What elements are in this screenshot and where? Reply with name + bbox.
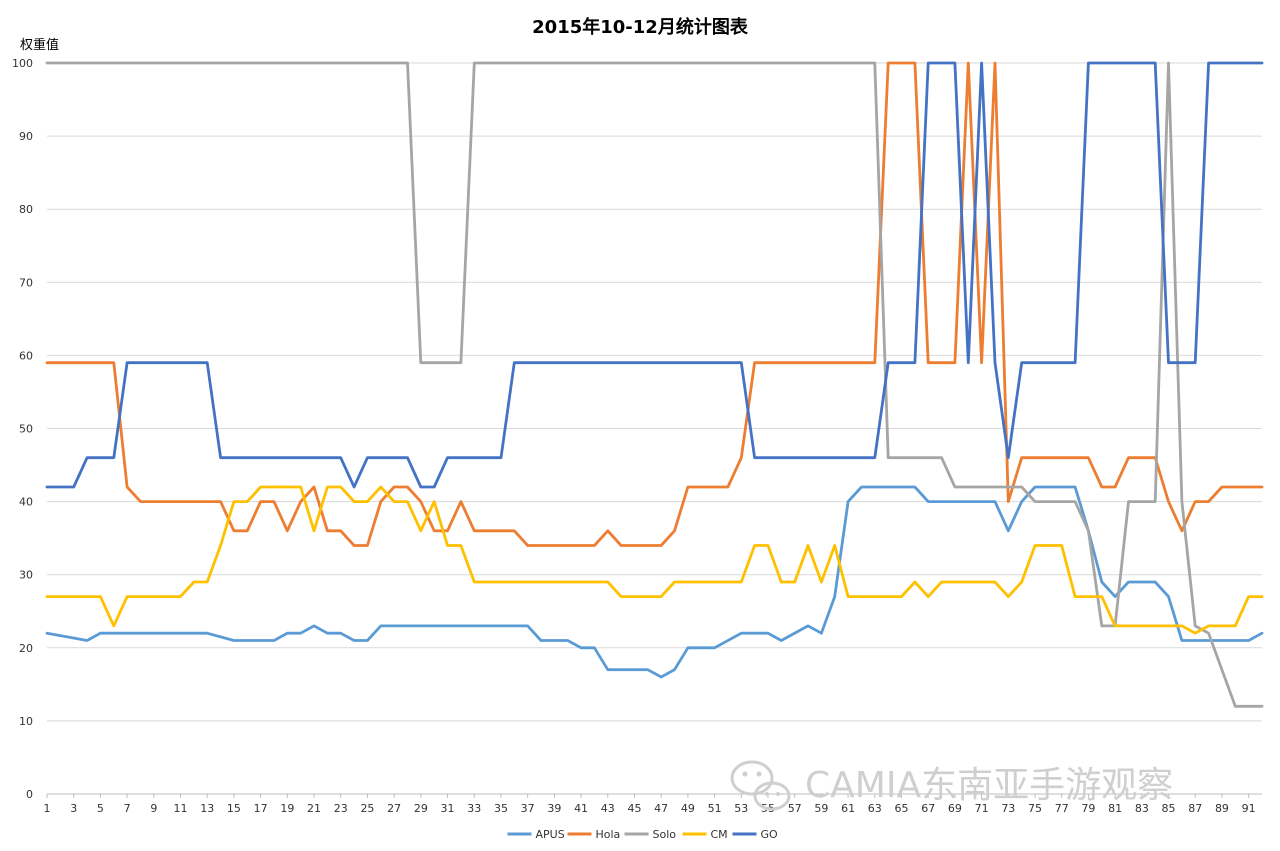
series-line-cm — [45, 485, 1264, 635]
x-tick-label: 27 — [387, 802, 401, 815]
x-tick-label: 23 — [334, 802, 348, 815]
x-tick-label: 1 — [44, 802, 51, 815]
x-tick-label: 53 — [734, 802, 748, 815]
x-tick-label: 61 — [841, 802, 855, 815]
x-tick-label: 63 — [868, 802, 882, 815]
x-tick-label: 15 — [227, 802, 241, 815]
x-tick-label: 45 — [627, 802, 641, 815]
y-axis-label: 权重值 — [20, 37, 59, 53]
x-tick-label: 19 — [280, 802, 294, 815]
x-tick-label: 3 — [70, 802, 77, 815]
y-tick-label: 70 — [19, 276, 33, 289]
x-tick-label: 7 — [124, 802, 131, 815]
legend-label-apus: APUS — [536, 828, 565, 841]
legend-label-solo: Solo — [653, 828, 677, 841]
x-tick-label: 89 — [1215, 802, 1229, 815]
legend: APUS Hola Solo CM GO — [507, 828, 779, 841]
chart-title: 2015年10-12月统计图表 — [532, 16, 749, 38]
x-tick-label: 33 — [467, 802, 481, 815]
x-tick-label: 69 — [948, 802, 962, 815]
x-tick-label: 13 — [200, 802, 214, 815]
watermark-text: CAMIA东南亚手游观察 — [805, 765, 1173, 806]
y-tick-label: 100 — [12, 57, 33, 70]
y-tick-label: 30 — [19, 569, 33, 582]
x-tick-label: 25 — [360, 802, 374, 815]
y-tick-label: 10 — [19, 715, 33, 728]
series-line-solo — [45, 61, 1264, 708]
wechat-icon — [730, 760, 791, 811]
series-line-go — [45, 61, 1264, 489]
y-tick-label: 80 — [19, 203, 33, 216]
x-tick-label: 41 — [574, 802, 588, 815]
x-tick-label: 75 — [1028, 802, 1042, 815]
x-tick-label: 35 — [494, 802, 508, 815]
x-tick-label: 87 — [1188, 802, 1202, 815]
legend-label-hola: Hola — [596, 828, 621, 841]
x-tick-label: 29 — [414, 802, 428, 815]
x-tick-label: 83 — [1135, 802, 1149, 815]
x-tick-label: 21 — [307, 802, 321, 815]
y-tick-label: 90 — [19, 130, 33, 143]
x-tick-label: 43 — [601, 802, 615, 815]
watermark: CAMIA东南亚手游观察 — [730, 760, 1173, 811]
x-tick-label: 79 — [1081, 802, 1095, 815]
x-tick-label: 51 — [708, 802, 722, 815]
x-tick-label: 49 — [681, 802, 695, 815]
x-tick-label: 67 — [921, 802, 935, 815]
x-tick-label: 31 — [441, 802, 455, 815]
x-tick-label: 59 — [814, 802, 828, 815]
x-tick-label: 71 — [975, 802, 989, 815]
x-tick-label: 73 — [1001, 802, 1015, 815]
x-tick-label: 77 — [1055, 802, 1069, 815]
y-tick-label: 60 — [19, 349, 33, 362]
legend-label-cm: CM — [711, 828, 728, 841]
x-tick-label: 17 — [254, 802, 268, 815]
legend-label-go: GO — [761, 828, 779, 841]
x-tick-label: 39 — [547, 802, 561, 815]
series-lines — [45, 61, 1264, 708]
x-tick-label: 47 — [654, 802, 668, 815]
x-tick-label: 5 — [97, 802, 104, 815]
y-tick-label: 20 — [19, 642, 33, 655]
y-tick-label: 50 — [19, 423, 33, 436]
gridlines — [47, 62, 1262, 795]
x-tick-label: 37 — [521, 802, 535, 815]
x-tick-label: 91 — [1242, 802, 1256, 815]
x-tick-label: 9 — [150, 802, 157, 815]
x-axis-ticks: 1 3 5 7 9 11 13 15 17 19 21 23 25 27 29 31 33 35 37 39 41 43 4… — [44, 794, 1256, 815]
y-tick-label: 40 — [19, 496, 33, 509]
x-tick-label: 11 — [174, 802, 188, 815]
x-tick-label: 57 — [788, 802, 802, 815]
x-tick-label: 81 — [1108, 802, 1122, 815]
x-tick-label: 85 — [1162, 802, 1176, 815]
x-tick-label: 65 — [895, 802, 909, 815]
y-tick-label: 0 — [26, 788, 33, 801]
y-axis-ticks: 0 10 20 30 40 50 60 70 80 90 100 — [12, 57, 33, 801]
series-line-hola — [45, 61, 1264, 547]
